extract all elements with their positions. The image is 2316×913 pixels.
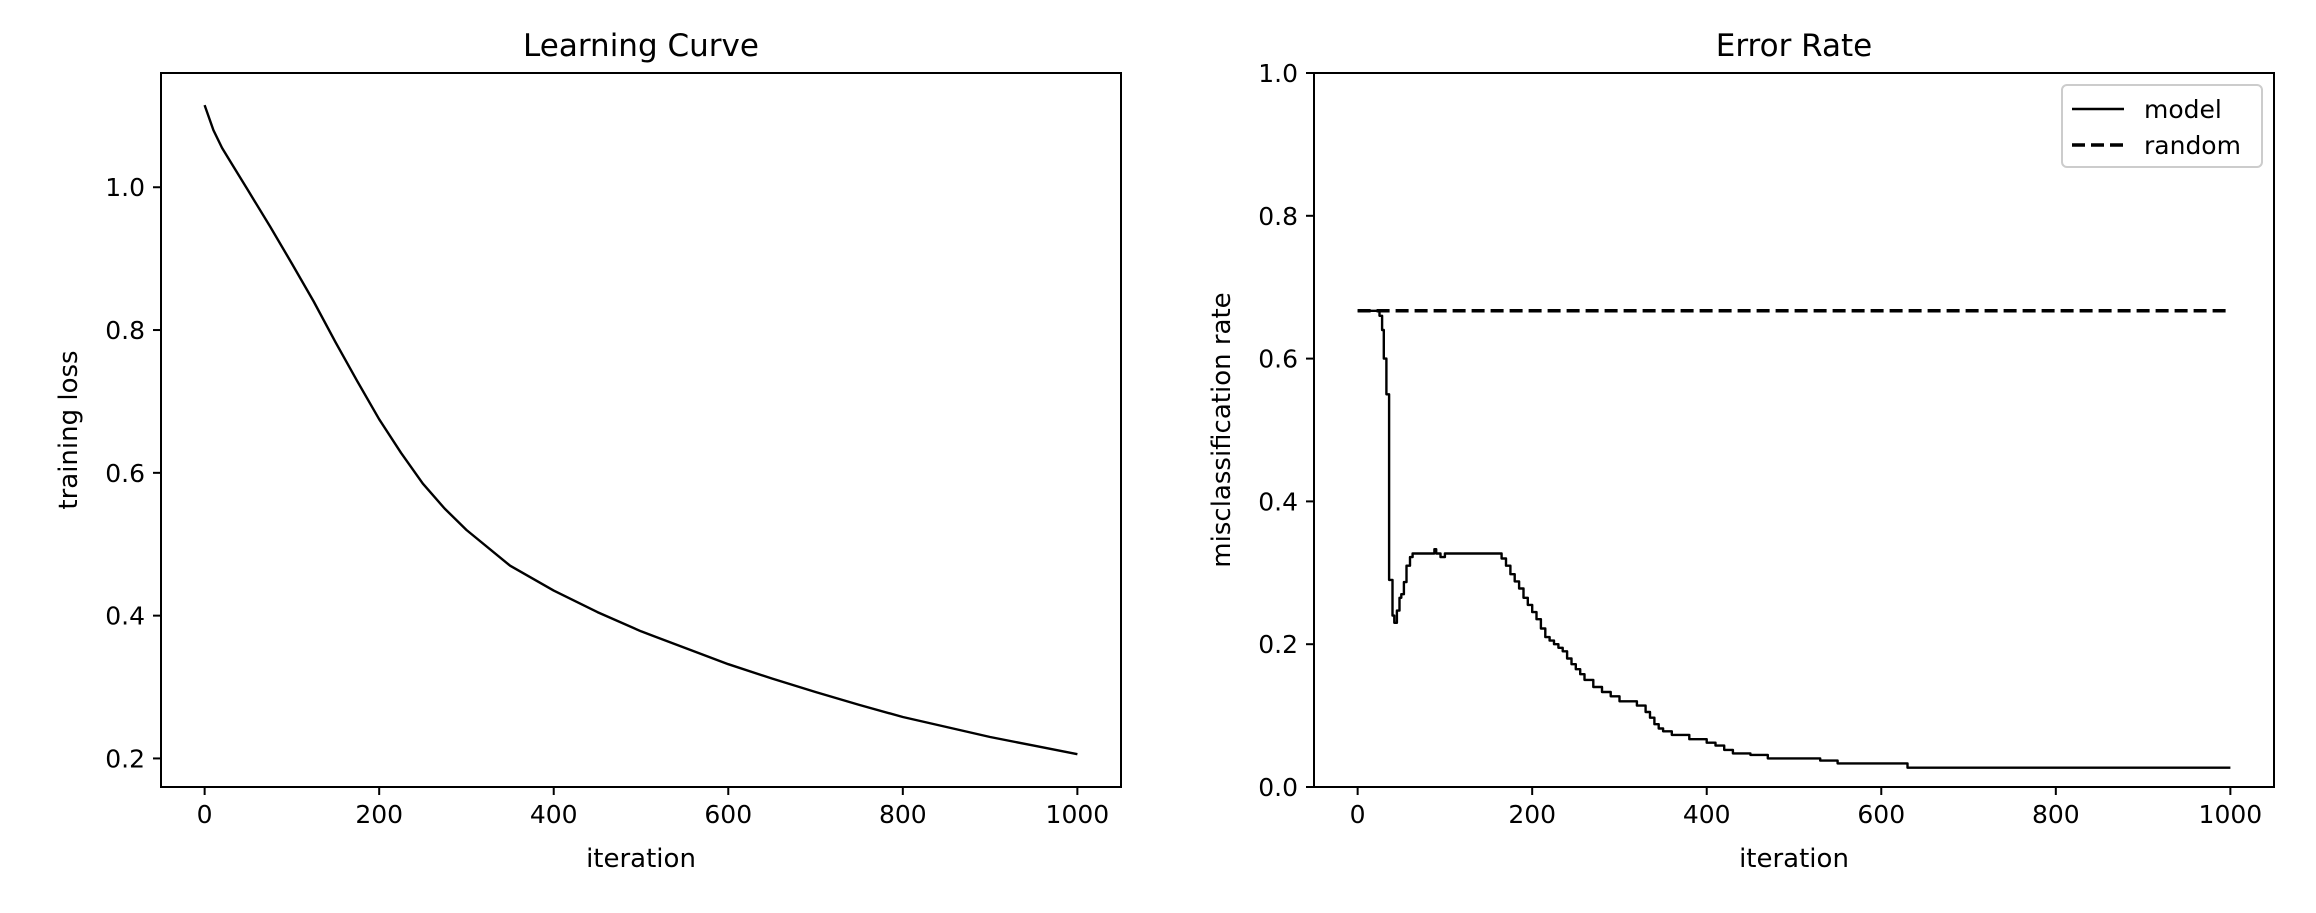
learning-curve-x-axis-label: iteration xyxy=(586,844,696,874)
error-rate-x-tick-label: 1000 xyxy=(2199,800,2263,829)
error-rate-y-tick-label: 0.6 xyxy=(1258,345,1298,374)
learning-curve-y-tick-label: 0.4 xyxy=(105,602,145,631)
error-rate-panel: Error Rate 0 200 400 600 800 1000 0.0 0.2 0.4 0.6… xyxy=(1207,28,2275,874)
learning-curve-title: Learning Curve xyxy=(523,28,759,64)
learning-curve-y-axis-label: training loss xyxy=(54,350,84,509)
error-rate-axes-frame xyxy=(1313,72,2275,788)
error-rate-plot-area: 0 200 400 600 800 1000 0.0 0.2 0.4 0.6 0.8 1.0 xyxy=(1258,59,2275,829)
error-rate-y-axis-label: misclassification rate xyxy=(1207,292,1237,567)
learning-curve-y-tick-label: 0.6 xyxy=(105,459,145,488)
error-rate-x-axis-label: iteration xyxy=(1739,844,1849,874)
learning-curve-x-tick-label: 600 xyxy=(704,800,752,829)
learning-curve-x-tick-label: 0 xyxy=(197,800,213,829)
learning-curve-axes-frame xyxy=(160,72,1122,788)
legend-model-label: model xyxy=(2144,95,2222,124)
error-rate-y-tick-label: 0.2 xyxy=(1258,630,1298,659)
error-rate-x-tick-label: 800 xyxy=(2032,800,2080,829)
learning-curve-y-tick-label: 0.8 xyxy=(105,316,145,345)
learning-curve-x-tick-label: 400 xyxy=(530,800,578,829)
learning-curve-plot-area: 0 200 400 600 800 1000 0.2 0.4 0.6 0.8 1.0 xyxy=(105,72,1122,829)
error-rate-x-tick-label: 600 xyxy=(1857,800,1905,829)
error-rate-x-tick-label: 200 xyxy=(1508,800,1556,829)
error-rate-x-tick-label: 400 xyxy=(1683,800,1731,829)
error-rate-x-tick-label: 0 xyxy=(1350,800,1366,829)
error-rate-legend: model random xyxy=(2061,84,2263,168)
learning-curve-x-tick-label: 800 xyxy=(879,800,927,829)
learning-curve-x-tick-label: 1000 xyxy=(1046,800,1110,829)
error-rate-y-tick-label: 1.0 xyxy=(1258,59,1298,88)
learning-curve-series-0-line xyxy=(203,104,1078,756)
learning-curve-panel: Learning Curve 0 200 400 600 800 1000 0.2 0.4 0.… xyxy=(54,28,1122,874)
legend-random-label: random xyxy=(2144,131,2241,160)
learning-curve-y-tick-label: 0.2 xyxy=(105,744,145,773)
error-rate-y-tick-label: 0.4 xyxy=(1258,487,1298,516)
error-rate-title: Error Rate xyxy=(1716,28,1873,64)
error-rate-model-line xyxy=(1357,309,2231,769)
error-rate-y-tick-label: 0.8 xyxy=(1258,202,1298,231)
error-rate-y-tick-label: 0.0 xyxy=(1258,773,1298,802)
learning-curve-x-tick-label: 200 xyxy=(355,800,403,829)
learning-curve-y-tick-label: 1.0 xyxy=(105,173,145,202)
